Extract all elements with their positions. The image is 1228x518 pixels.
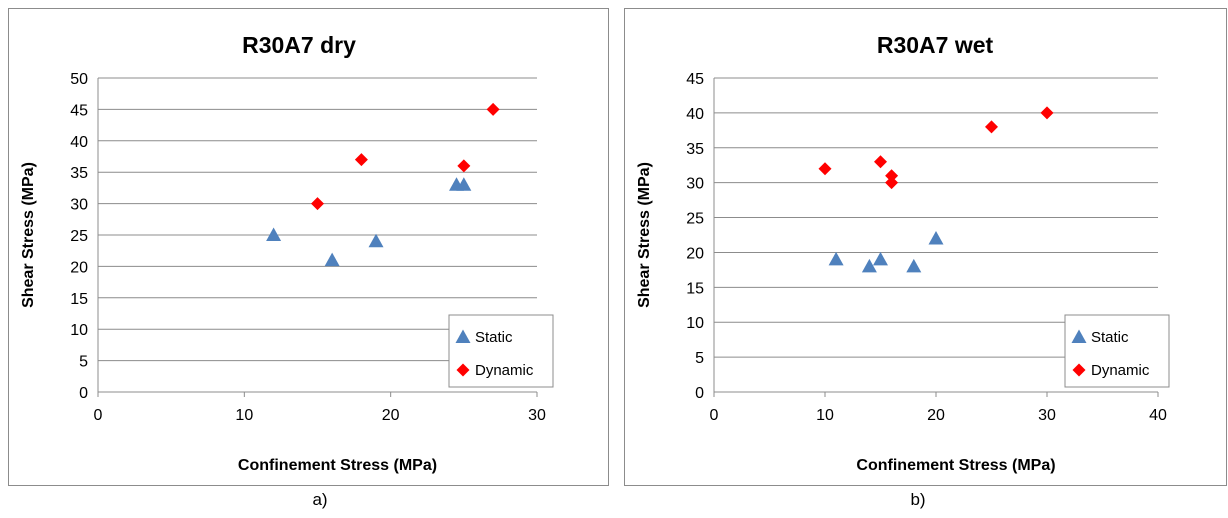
legend-triangle-icon bbox=[455, 329, 471, 343]
caption-b: b) bbox=[910, 490, 926, 509]
y-tick-label: 35 bbox=[70, 165, 88, 182]
static-point bbox=[861, 258, 877, 273]
x-tick-label: 0 bbox=[94, 407, 103, 424]
legend-diamond-icon bbox=[456, 363, 470, 377]
y-tick-label: 10 bbox=[70, 322, 88, 339]
static-point bbox=[873, 251, 888, 266]
x-axis-label: Confinement Stress (MPa) bbox=[238, 457, 437, 474]
y-tick-label: 40 bbox=[70, 134, 88, 151]
dynamic-point bbox=[885, 169, 899, 183]
y-tick-label: 35 bbox=[686, 141, 704, 158]
y-tick-label: 45 bbox=[686, 71, 704, 88]
x-tick-label: 30 bbox=[1038, 407, 1056, 424]
legend-label: Static bbox=[475, 329, 513, 346]
y-tick-label: 5 bbox=[79, 354, 88, 371]
legend-label: Dynamic bbox=[475, 362, 534, 379]
x-tick-label: 20 bbox=[927, 407, 945, 424]
y-tick-label: 50 bbox=[70, 71, 88, 88]
x-tick-label: 20 bbox=[382, 407, 400, 424]
static-point bbox=[266, 227, 282, 241]
y-tick-label: 25 bbox=[686, 211, 704, 228]
chart-panel-dry: 0 5 10 15 20 25 30 35 40 45 50 0 10 20 30 R30A7 dry Conf… bbox=[8, 8, 609, 486]
legend-label: Dynamic bbox=[1091, 362, 1150, 379]
y-tick-label: 45 bbox=[70, 102, 88, 119]
y-tick-label: 10 bbox=[686, 315, 704, 332]
dynamic-point bbox=[354, 153, 368, 167]
y-tick-label: 20 bbox=[70, 259, 88, 276]
chart-title: R30A7 wet bbox=[877, 32, 994, 58]
dynamic-point bbox=[874, 155, 887, 169]
y-tick-label: 0 bbox=[695, 385, 704, 402]
y-tick-label: 25 bbox=[70, 228, 88, 245]
x-tick-label: 30 bbox=[528, 407, 546, 424]
dynamic-point bbox=[457, 159, 471, 173]
static-point bbox=[324, 252, 340, 267]
dynamic-point bbox=[818, 162, 832, 176]
y-axis-label: Shear Stress (MPa) bbox=[636, 162, 653, 308]
x-axis-label: Confinement Stress (MPa) bbox=[856, 457, 1055, 474]
x-tick-label: 0 bbox=[710, 407, 719, 424]
x-tick-label: 40 bbox=[1149, 407, 1167, 424]
static-point bbox=[456, 177, 472, 191]
y-tick-label: 20 bbox=[686, 245, 704, 262]
legend-label: Static bbox=[1091, 329, 1129, 346]
dynamic-point bbox=[1040, 106, 1054, 120]
legend-diamond-icon bbox=[1072, 363, 1086, 377]
scatter-chart-dry: 0 5 10 15 20 25 30 35 40 45 50 0 10 20 30 R30A7 dry Conf… bbox=[20, 32, 554, 474]
x-tick-label: 10 bbox=[235, 407, 253, 424]
y-tick-label: 15 bbox=[686, 280, 704, 297]
caption-a: a) bbox=[312, 490, 328, 509]
dynamic-point bbox=[985, 120, 998, 134]
y-tick-label: 40 bbox=[686, 106, 704, 123]
static-point bbox=[906, 258, 922, 273]
static-point bbox=[828, 251, 844, 266]
y-tick-label: 0 bbox=[79, 385, 88, 402]
chart-title: R30A7 dry bbox=[242, 32, 356, 58]
y-axis-label: Shear Stress (MPa) bbox=[20, 162, 37, 308]
y-tick-label: 5 bbox=[695, 350, 704, 367]
static-point bbox=[928, 230, 944, 245]
legend-box bbox=[1064, 314, 1170, 388]
y-tick-label: 15 bbox=[70, 291, 88, 308]
chart-panel-wet: 0 5 10 15 20 25 30 35 40 45 0 10 20 30 40 R30A7 wet Conf… bbox=[624, 8, 1227, 486]
dynamic-point bbox=[311, 197, 324, 211]
y-tick-label: 30 bbox=[686, 176, 704, 193]
dynamic-point bbox=[486, 102, 500, 116]
legend-triangle-icon bbox=[1071, 329, 1087, 343]
y-tick-label: 30 bbox=[70, 197, 88, 214]
static-point bbox=[368, 233, 384, 248]
dynamic-point bbox=[885, 176, 899, 190]
scatter-chart-wet: 0 5 10 15 20 25 30 35 40 45 0 10 20 30 40 R30A7 wet Conf… bbox=[636, 32, 1170, 474]
legend-box bbox=[448, 314, 554, 388]
x-tick-label: 10 bbox=[816, 407, 834, 424]
